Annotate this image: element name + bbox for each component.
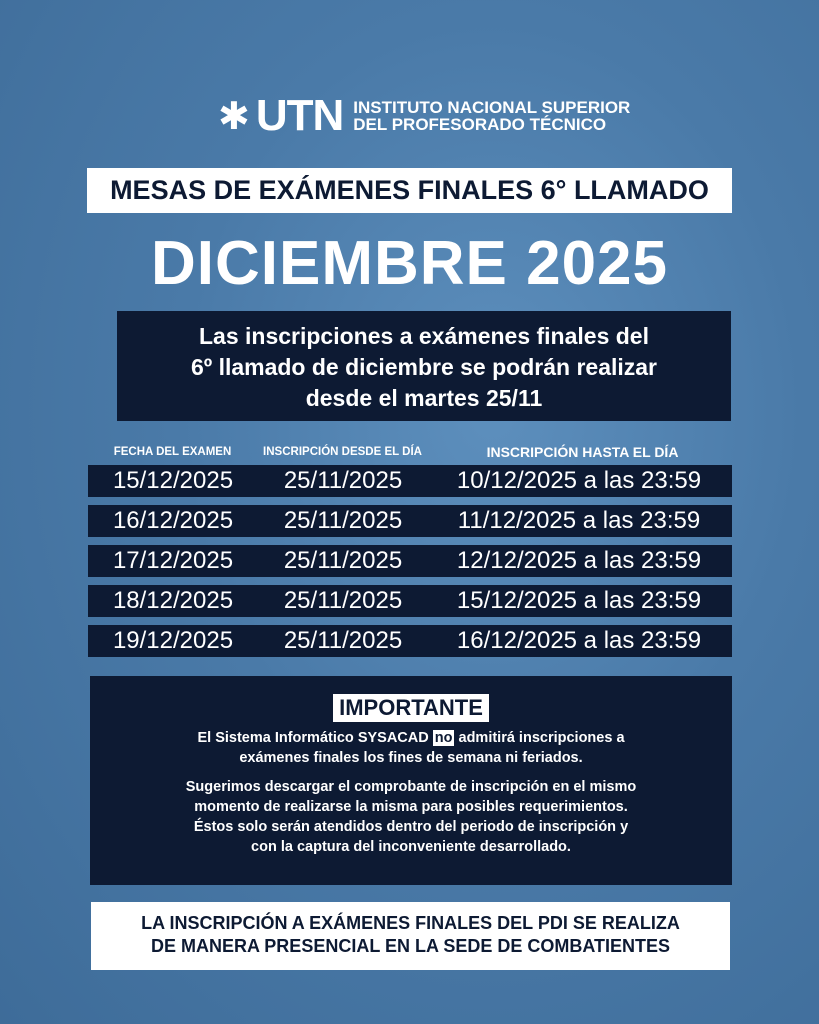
from-date: 25/11/2025: [283, 467, 403, 494]
logo-name: UTN: [255, 91, 344, 140]
page-title: MESAS DE EXÁMENES FINALES 6° LLAMADO: [87, 168, 732, 213]
info-line: desde el martes 25/11: [305, 385, 543, 411]
institute-line2: DEL PROFESORADO TÉCNICO: [353, 115, 607, 134]
notice-line: LA INSCRIPCIÓN A EXÁMENES FINALES DEL PD…: [141, 913, 680, 933]
exam-date: 16/12/2025: [112, 507, 234, 534]
month-heading: DICIEMBRE 2025: [150, 229, 669, 298]
from-date: 25/11/2025: [283, 587, 403, 614]
important-text: admitirá inscripciones a: [458, 730, 625, 746]
institute-line1: INSTITUTO NACIONAL SUPERIOR: [353, 98, 631, 117]
until-date: 16/12/2025 a las 23:59: [456, 627, 702, 654]
header-exam-date: FECHA DEL EXAMEN: [113, 446, 232, 458]
utn-logo-icon: ✱: [218, 94, 250, 138]
suggestion-line: Sugerimos descargar el comprobante de in…: [185, 779, 637, 795]
until-date: 10/12/2025 a las 23:59: [456, 467, 702, 494]
info-box: Las inscripciones a exámenes finales del…: [117, 311, 731, 421]
until-date: 12/12/2025 a las 23:59: [456, 547, 702, 574]
important-text: exámenes finales los fines de semana ni …: [239, 750, 583, 766]
info-line: Las inscripciones a exámenes finales del: [199, 323, 649, 349]
highlight-no: no: [432, 730, 455, 746]
notice-line: DE MANERA PRESENCIAL EN LA SEDE DE COMBA…: [150, 936, 671, 956]
from-date: 25/11/2025: [283, 507, 403, 534]
from-date: 25/11/2025: [283, 627, 403, 654]
table-row: 15/12/2025 25/11/2025 10/12/2025 a las 23:…: [88, 465, 732, 497]
exam-date: 17/12/2025: [112, 547, 234, 574]
table-row: 16/12/2025 25/11/2025 11/12/2025 a las 23:…: [88, 505, 732, 537]
exam-date: 15/12/2025: [112, 467, 234, 494]
important-title: IMPORTANTE: [333, 694, 489, 722]
important-text: El Sistema Informático SYSACAD: [197, 730, 429, 746]
table-row: 17/12/2025 25/11/2025 12/12/2025 a las 23:…: [88, 545, 732, 577]
exam-date: 19/12/2025: [112, 627, 234, 654]
exam-date: 18/12/2025: [112, 587, 234, 614]
suggestion-line: momento de realizarse la misma para posi…: [194, 799, 628, 815]
institute-name: INSTITUTO NACIONAL SUPERIOR DEL PROFESOR…: [353, 99, 630, 133]
bottom-notice: LA INSCRIPCIÓN A EXÁMENES FINALES DEL PD…: [91, 902, 730, 970]
utn-logo: ✱ UTN INSTITUTO NACIONAL SUPERIOR DEL PR…: [218, 91, 630, 140]
important-box: IMPORTANTE El Sistema Informático SYSACA…: [90, 676, 732, 885]
header-until: INSCRIPCIÓN HASTA EL DÍA: [486, 444, 679, 460]
table-row: 19/12/2025 25/11/2025 16/12/2025 a las 23:…: [88, 625, 732, 657]
info-line: 6º llamado de diciembre se podrán realiz…: [190, 354, 658, 380]
from-date: 25/11/2025: [283, 547, 403, 574]
table-row: 18/12/2025 25/11/2025 15/12/2025 a las 23:…: [88, 585, 732, 617]
suggestion-line: con la captura del inconveniente desarro…: [251, 839, 571, 855]
until-date: 15/12/2025 a las 23:59: [456, 587, 702, 614]
until-date: 11/12/2025 a las 23:59: [457, 507, 701, 534]
suggestion-line: Éstos solo serán atendidos dentro del pe…: [193, 819, 629, 835]
header-from: INSCRIPCIÓN DESDE EL DÍA: [263, 446, 422, 458]
